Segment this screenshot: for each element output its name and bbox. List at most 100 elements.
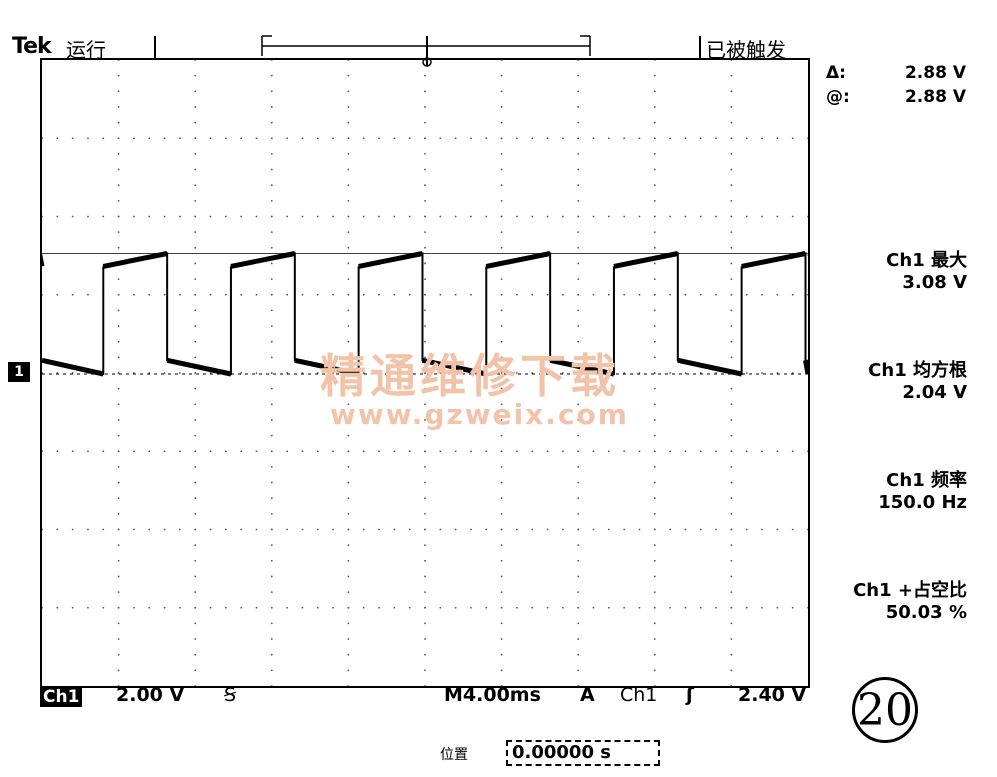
grid-dot: [500, 199, 503, 202]
grid-dot: [730, 309, 733, 312]
grid-dot: [286, 215, 289, 218]
grid-dot: [270, 293, 273, 296]
grid-dot: [71, 137, 74, 140]
grid-dot: [653, 466, 656, 468]
grid-dot: [500, 497, 503, 500]
grid-dot: [332, 528, 334, 531]
grid-dot: [638, 372, 641, 374]
grid-dot: [653, 168, 656, 171]
grid-dot: [807, 215, 809, 218]
grid-dot: [653, 246, 656, 249]
grid-dot: [117, 199, 120, 202]
grid-dot: [117, 246, 120, 249]
grid-dot: [393, 215, 396, 218]
grid-dot: [163, 528, 166, 531]
grid-dot: [607, 215, 610, 218]
grid-dot: [133, 450, 135, 453]
grid-dot: [347, 653, 350, 656]
grid-dot: [791, 528, 794, 531]
grid-dot: [347, 497, 350, 500]
grid-dot: [653, 512, 656, 515]
grid-dot: [209, 528, 212, 531]
grid-dot: [577, 372, 580, 374]
waveform-segment: [166, 357, 232, 377]
grid-dot: [270, 591, 273, 593]
grid-dot: [56, 450, 59, 453]
grid-dot: [791, 215, 794, 218]
grid-dot: [653, 497, 656, 500]
grid-dot: [41, 450, 43, 453]
grid-dot: [761, 450, 763, 453]
grid-dot: [117, 59, 120, 61]
grid-dot: [347, 199, 350, 202]
grid-dot: [424, 262, 426, 265]
grid-dot: [669, 450, 672, 453]
grid-dot: [807, 606, 809, 609]
grid-dot: [194, 231, 197, 234]
grid-dot: [669, 137, 672, 140]
grid-dot: [516, 293, 518, 296]
grid-dot: [347, 293, 350, 296]
grid-dot: [87, 450, 89, 453]
waveform-segment: [677, 357, 743, 377]
grid-dot: [255, 293, 258, 296]
grid-dot: [347, 685, 350, 687]
grid-dot: [424, 137, 426, 140]
grid-dot: [347, 403, 350, 406]
grid-dot: [470, 606, 472, 609]
grid-dot: [209, 137, 212, 140]
grid-dot: [347, 638, 350, 640]
grid-dot: [424, 544, 426, 547]
grid-dot: [117, 215, 120, 218]
grid-dot: [485, 606, 488, 609]
grid-dot: [623, 450, 626, 453]
grid-dot: [393, 372, 396, 374]
grid-dot: [546, 293, 549, 296]
bandwidth-icon: Ꞩ: [224, 684, 237, 706]
grid-dot: [638, 528, 641, 531]
grid-dot: [316, 372, 319, 374]
grid-dot: [730, 262, 733, 265]
grid-dot: [730, 591, 733, 593]
cursor-delta: Δ: 2.88 V: [826, 63, 976, 83]
grid-dot: [362, 450, 365, 453]
grid-dot: [592, 215, 595, 218]
grid-dot: [470, 528, 472, 531]
grid-dot: [194, 497, 197, 500]
grid-dot: [148, 528, 151, 531]
grid-dot: [408, 528, 411, 531]
waveform-segment: [741, 251, 806, 269]
grid-dot: [71, 293, 74, 296]
grid-dot: [270, 434, 273, 437]
grid-dot: [209, 606, 212, 609]
grid-dot: [347, 74, 350, 77]
grid-dot: [117, 356, 120, 359]
grid-dot: [730, 528, 733, 531]
grid-dot: [638, 606, 641, 609]
grid-dot: [715, 137, 717, 140]
grid-dot: [270, 685, 273, 687]
grid-dot: [41, 372, 43, 374]
grid-dot: [378, 372, 380, 374]
grid-dot: [87, 606, 89, 609]
grid-dot: [133, 293, 135, 296]
grid-dot: [270, 199, 273, 202]
grid-dot: [117, 481, 120, 484]
grid-dot: [546, 528, 549, 531]
waveform-segment: [421, 357, 487, 377]
grid-dot: [224, 293, 227, 296]
grid-dot: [730, 121, 733, 124]
grid-dot: [577, 387, 580, 390]
grid-dot: [87, 137, 89, 140]
grid-dot: [684, 528, 687, 531]
grid-dot: [638, 215, 641, 218]
grid-dot: [730, 184, 733, 187]
grid-dot: [41, 137, 43, 140]
grid-dot: [454, 372, 457, 374]
grid-dot: [194, 669, 197, 672]
grid-dot: [653, 215, 656, 218]
grid-dot: [745, 137, 748, 140]
position-value: 0.00000 s: [506, 740, 660, 766]
trigger-slope-icon: ʃ: [686, 684, 694, 706]
grid-dot: [194, 356, 197, 359]
